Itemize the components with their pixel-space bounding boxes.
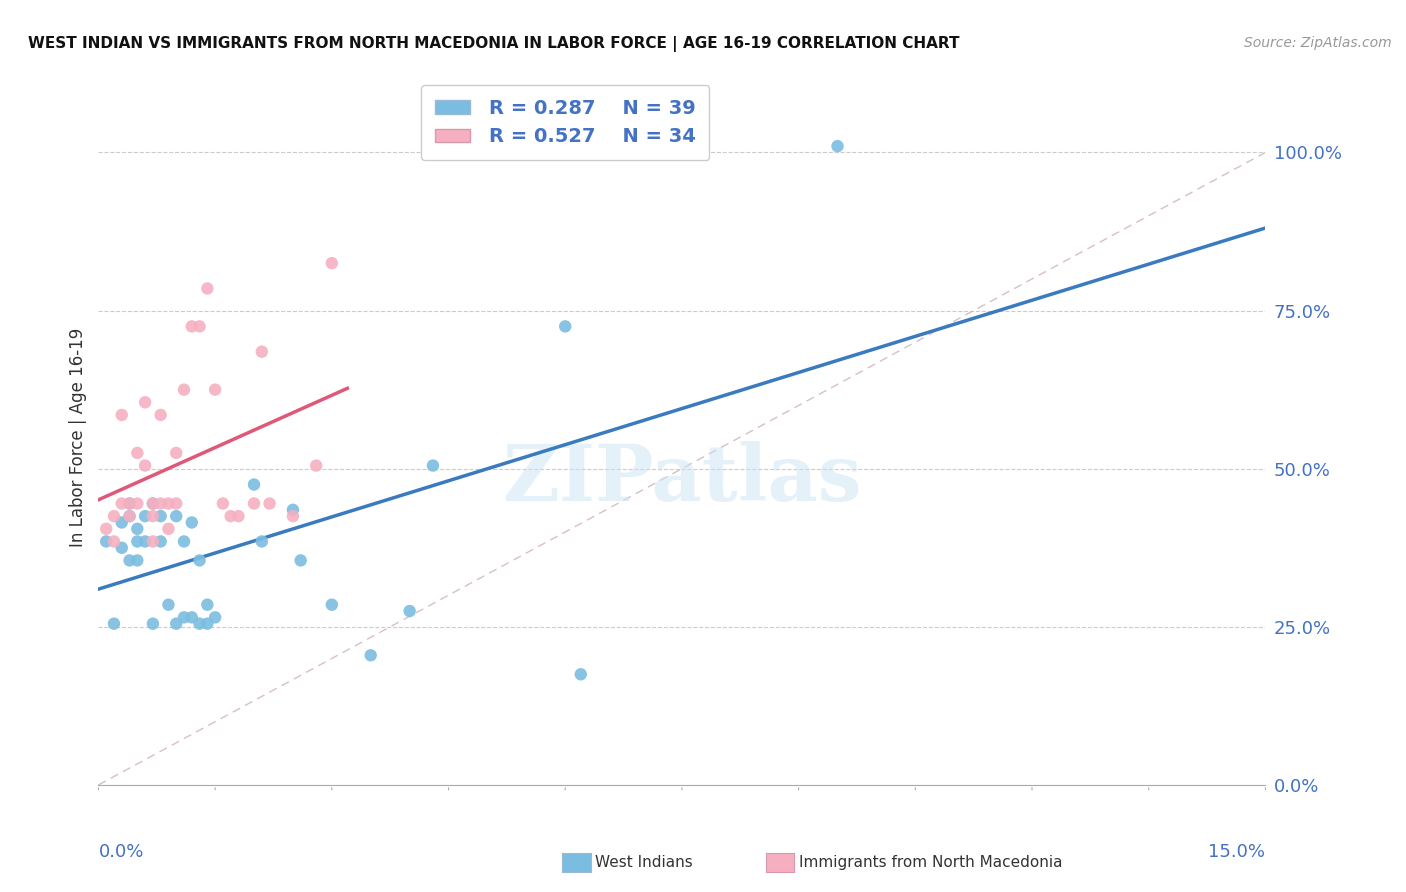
Point	[111, 496, 134, 510]
Point	[204, 383, 226, 397]
Point	[142, 496, 165, 510]
Point	[127, 496, 149, 510]
Text: ZIPatlas: ZIPatlas	[502, 441, 862, 516]
Point	[173, 383, 195, 397]
Point	[149, 509, 172, 524]
Point	[134, 458, 156, 473]
Text: West Indians: West Indians	[595, 855, 693, 870]
Point	[157, 496, 180, 510]
Text: WEST INDIAN VS IMMIGRANTS FROM NORTH MACEDONIA IN LABOR FORCE | AGE 16-19 CORREL: WEST INDIAN VS IMMIGRANTS FROM NORTH MAC…	[28, 36, 960, 52]
Point	[827, 139, 849, 153]
Point	[127, 534, 149, 549]
Point	[250, 344, 273, 359]
Point	[142, 534, 165, 549]
Legend: R = 0.287    N = 39, R = 0.527    N = 34: R = 0.287 N = 39, R = 0.527 N = 34	[420, 85, 710, 160]
Point	[165, 616, 187, 631]
Point	[195, 281, 218, 295]
Point	[118, 496, 141, 510]
Point	[157, 522, 180, 536]
Point	[195, 598, 218, 612]
Text: Source: ZipAtlas.com: Source: ZipAtlas.com	[1244, 36, 1392, 50]
Point	[173, 610, 195, 624]
Point	[165, 446, 187, 460]
Point	[142, 496, 165, 510]
Point	[96, 534, 118, 549]
Point	[204, 610, 226, 624]
Point	[165, 496, 187, 510]
Y-axis label: In Labor Force | Age 16-19: In Labor Force | Age 16-19	[69, 327, 87, 547]
Point	[165, 509, 187, 524]
Point	[134, 395, 156, 409]
Point	[134, 534, 156, 549]
Point	[111, 408, 134, 422]
Text: 15.0%: 15.0%	[1208, 843, 1265, 861]
Point	[127, 446, 149, 460]
Point	[118, 496, 141, 510]
Point	[554, 319, 576, 334]
Point	[118, 509, 141, 524]
Point	[180, 610, 202, 624]
Point	[180, 319, 202, 334]
Point	[180, 516, 202, 530]
Point	[142, 509, 165, 524]
Point	[111, 541, 134, 555]
Point	[96, 522, 118, 536]
Point	[243, 496, 266, 510]
Point	[259, 496, 281, 510]
Point	[149, 408, 172, 422]
Point	[422, 458, 444, 473]
Text: 0.0%: 0.0%	[98, 843, 143, 861]
Point	[360, 648, 382, 663]
Point	[398, 604, 420, 618]
Point	[250, 534, 273, 549]
Point	[127, 553, 149, 567]
Point	[195, 616, 218, 631]
Point	[111, 516, 134, 530]
Point	[127, 522, 149, 536]
Point	[321, 598, 343, 612]
Point	[149, 496, 172, 510]
Point	[569, 667, 592, 681]
Point	[212, 496, 235, 510]
Point	[228, 509, 250, 524]
Point	[219, 509, 242, 524]
Point	[188, 616, 211, 631]
Point	[103, 509, 125, 524]
Point	[103, 534, 125, 549]
Point	[188, 319, 211, 334]
Point	[103, 616, 125, 631]
Point	[118, 553, 141, 567]
Point	[281, 509, 304, 524]
Point	[305, 458, 328, 473]
Point	[134, 509, 156, 524]
Point	[118, 509, 141, 524]
Point	[321, 256, 343, 270]
Point	[281, 503, 304, 517]
Point	[142, 616, 165, 631]
Text: Immigrants from North Macedonia: Immigrants from North Macedonia	[799, 855, 1062, 870]
Point	[173, 534, 195, 549]
Point	[290, 553, 312, 567]
Point	[188, 553, 211, 567]
Point	[149, 534, 172, 549]
Point	[157, 598, 180, 612]
Point	[243, 477, 266, 491]
